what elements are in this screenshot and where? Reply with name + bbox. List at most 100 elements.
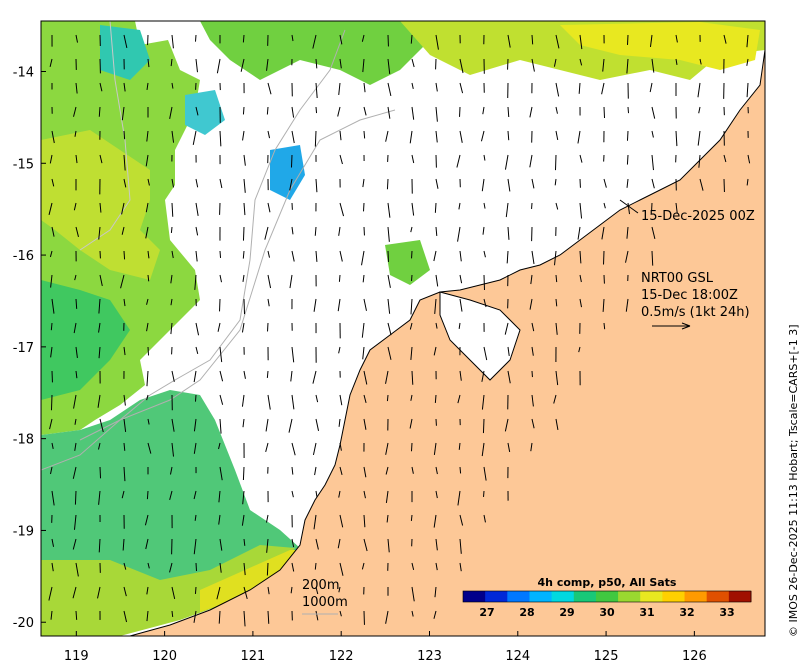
current-vector (74, 490, 77, 505)
current-vector (123, 418, 127, 432)
current-vector (241, 394, 245, 407)
current-vector (51, 298, 55, 314)
current-vector (409, 130, 413, 144)
current-vector (195, 58, 198, 73)
current-vector (363, 130, 366, 139)
current-vector (747, 154, 751, 164)
current-vector (361, 34, 365, 42)
current-vector (193, 490, 197, 500)
current-vector (626, 58, 629, 74)
current-vector (50, 610, 53, 620)
current-vector (675, 58, 678, 65)
current-vector (267, 298, 270, 307)
current-vector (123, 394, 126, 406)
current-vector (410, 514, 413, 522)
current-vector (73, 322, 77, 334)
current-vector (99, 82, 103, 92)
current-vector (315, 586, 319, 595)
current-vector (579, 58, 583, 66)
current-vector (99, 202, 102, 213)
current-vector (529, 154, 533, 168)
current-vector (74, 442, 77, 451)
current-vector (531, 178, 535, 189)
current-vector (409, 418, 413, 429)
colorbar-tick-label: 30 (599, 606, 615, 619)
colorbar-tick-label: 31 (639, 606, 654, 619)
colorbar (463, 591, 752, 602)
contour-200m-label: 200m (302, 578, 339, 593)
current-vector (459, 274, 463, 284)
current-vector (651, 130, 654, 138)
current-vector (219, 418, 222, 434)
current-vector (434, 586, 437, 598)
current-vector (219, 274, 223, 283)
y-axis: -14 -15 -16 -17 -18 -19 -20 (13, 65, 46, 631)
current-vector (507, 442, 511, 453)
current-vector (147, 562, 150, 569)
current-vector (481, 442, 485, 457)
current-vector (602, 298, 605, 312)
current-vector (699, 58, 702, 65)
current-vector (315, 106, 318, 114)
current-vector (482, 418, 485, 434)
current-vector (483, 202, 486, 209)
current-vector (123, 154, 126, 171)
current-vector (243, 562, 246, 576)
current-vector (361, 322, 365, 338)
current-vector (72, 586, 77, 599)
current-vector (435, 562, 438, 571)
current-vector (746, 178, 749, 186)
current-vector (146, 82, 149, 90)
colorbar-swatch (662, 591, 686, 602)
current-vector (458, 442, 461, 450)
current-vector (386, 178, 389, 190)
current-vector (435, 466, 438, 475)
current-vector (529, 106, 533, 118)
current-vector (243, 202, 246, 216)
current-vector (553, 394, 557, 404)
current-vector (73, 106, 77, 117)
current-vector (123, 562, 127, 570)
current-vector (603, 322, 606, 330)
current-vector (291, 250, 295, 262)
current-vector (435, 106, 438, 122)
current-vector (123, 82, 126, 92)
current-vector (459, 514, 464, 526)
current-vector (289, 274, 293, 289)
current-vector (387, 250, 390, 262)
current-vector (219, 466, 223, 481)
current-vector (507, 130, 510, 141)
current-vector (339, 442, 342, 451)
current-vector (601, 82, 605, 95)
current-vector (555, 298, 558, 307)
current-vector (289, 178, 293, 191)
current-vector (264, 226, 269, 240)
current-vector (483, 250, 486, 258)
current-vector (72, 466, 77, 479)
current-vector (51, 442, 54, 450)
current-vector (290, 370, 293, 382)
current-vector (363, 370, 368, 385)
current-vector (675, 34, 678, 43)
current-vector (171, 442, 175, 457)
current-vector (123, 442, 126, 451)
current-vector (195, 562, 198, 572)
current-vector (387, 58, 391, 75)
current-vector (193, 418, 197, 432)
current-vector (267, 250, 270, 258)
current-vector (240, 58, 245, 72)
current-vector (434, 394, 437, 403)
current-vector (146, 610, 149, 622)
current-vector (555, 130, 559, 141)
current-vector (75, 34, 78, 43)
current-vector (72, 538, 77, 550)
current-vector (555, 274, 558, 283)
current-vector (531, 58, 535, 72)
current-vector (170, 274, 173, 284)
current-vector (291, 394, 295, 410)
sst-field (41, 21, 765, 636)
current-vector (433, 514, 437, 528)
current-vector (649, 82, 653, 93)
current-vector (626, 154, 629, 165)
current-vector (170, 322, 173, 335)
